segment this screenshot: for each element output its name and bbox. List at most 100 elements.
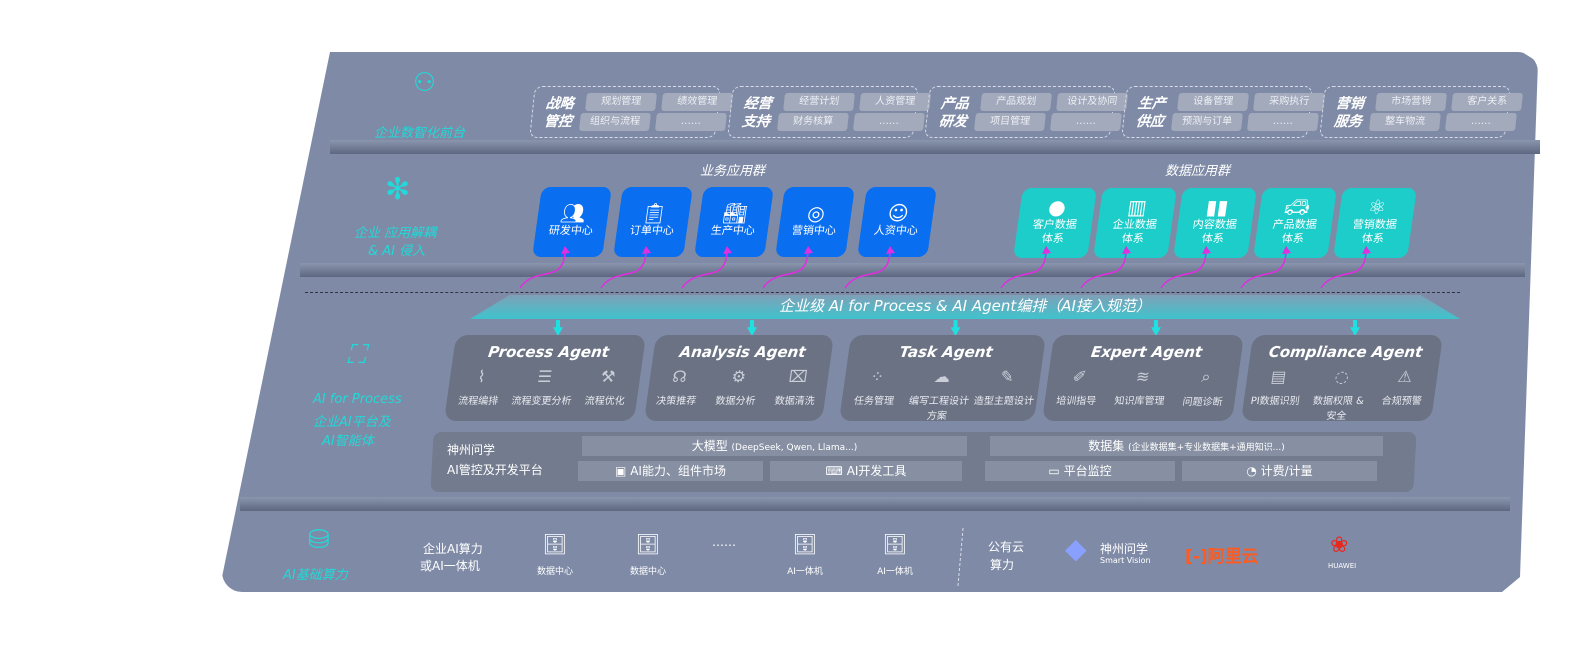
shelf-divider xyxy=(330,140,1540,154)
connector-arrow xyxy=(1160,249,1207,289)
billing-cell[interactable]: ◔ 计费/计量 xyxy=(1182,461,1377,481)
ai-dev-tools-cell[interactable]: ⌨ AI开发工具 xyxy=(770,461,962,481)
id-card-icon: ▤ xyxy=(1269,367,1288,386)
agent-card[interactable]: Expert Agent ✐ 培训指导 ≋ 知识库管理 ⌕ 问题诊断 xyxy=(1041,335,1245,421)
layer3-label: AI智能体 xyxy=(322,434,374,449)
down-arrow-icon xyxy=(553,320,563,336)
layer3-label: AI for Process xyxy=(313,392,402,407)
arrow-head xyxy=(642,246,651,254)
model-note: (DeepSeek, Qwen, Llama...) xyxy=(731,443,858,453)
connector-arrow xyxy=(844,249,891,289)
capability-label: 培训指导 xyxy=(1055,396,1097,407)
agent-capability: ☁ 编写工程设计方案 xyxy=(904,367,976,422)
arrow-head xyxy=(723,246,732,254)
sliders-icon: ☰ xyxy=(536,367,554,386)
server-ai-box-2: 🗄︎ AI一体机 xyxy=(865,532,925,577)
server-label: 数据中心 xyxy=(629,567,666,577)
arrow-head xyxy=(1202,246,1211,254)
layers-icon: ≋ xyxy=(1134,367,1151,386)
agent-card[interactable]: Compliance Agent ▤ PI数据识别 ◌ 数据权限 & 安全 ⚠ 合规预警 xyxy=(1240,335,1444,422)
cell-label: AI开发工具 xyxy=(846,464,907,478)
chart-icon: ⌇ xyxy=(476,367,487,386)
dataset-label: 数据集 xyxy=(1088,439,1125,453)
capability-label: PI数据识别 xyxy=(1249,396,1301,407)
capability-label: 任务管理 xyxy=(853,396,895,407)
connector-arrow xyxy=(1320,249,1367,289)
shield-icon: ◌ xyxy=(1333,367,1351,386)
layer2-label: & AI 侵入 xyxy=(368,244,426,259)
agent-capability: ✐ 培训指导 xyxy=(1044,367,1112,407)
database-icon: ⛁ xyxy=(308,525,330,555)
diagnose-icon: ⌕ xyxy=(1200,367,1212,386)
tools-icon: ⚒ xyxy=(599,367,617,386)
clean-icon: ⌧ xyxy=(787,367,809,386)
connector-arrow xyxy=(519,249,566,289)
agent-capability: ◌ 数据权限 & 安全 xyxy=(1304,367,1374,422)
cell-label: 平台监控 xyxy=(1063,464,1112,478)
down-arrow-icon xyxy=(747,320,757,336)
design-icon: ✎ xyxy=(999,367,1016,386)
face-scan-icon: ⛶ xyxy=(347,340,366,370)
alert-icon: ⚠ xyxy=(1396,367,1414,386)
network-icon: ⁘ xyxy=(869,367,886,386)
server-icon: 🗄︎ xyxy=(882,532,908,556)
down-arrow-icon xyxy=(1151,320,1161,336)
server-ai-box-1: 🗄︎ AI一体机 xyxy=(775,532,835,577)
agent-card[interactable]: Process Agent ⌇ 流程编排 ☰ 流程变更分析 ⚒ 流程优化 xyxy=(443,335,647,421)
connector-arrow xyxy=(762,249,809,289)
aliyun-logo: [-]阿里云 xyxy=(1185,547,1259,567)
business-apps-title: 业务应用群 xyxy=(700,164,766,179)
head-icon: ☊ xyxy=(671,367,689,386)
agent-capability: ⌕ 问题诊断 xyxy=(1170,367,1238,408)
capability-label: 数据权限 & 安全 xyxy=(1312,396,1365,422)
monitoring-cell[interactable]: ▭ 平台监控 xyxy=(985,461,1175,481)
agent-name: Expert Agent xyxy=(1089,343,1204,361)
dataset-note: (企业数据集+专业数据集+通用知识...) xyxy=(1128,443,1285,453)
agent-capability: ⌇ 流程编排 xyxy=(446,367,514,407)
ai-market-cell[interactable]: ▣ AI能力、组件市场 xyxy=(578,461,763,481)
connector-arrow xyxy=(600,249,647,289)
huawei-logo-icon: ❀ xyxy=(1330,533,1349,558)
agent-capability: ⁘ 任务管理 xyxy=(841,367,911,407)
layer3-label: 企业AI平台及 xyxy=(313,415,391,430)
agent-name: Task Agent xyxy=(898,343,994,361)
platform-title: AI管控及开发平台 xyxy=(447,463,543,477)
smart-vision-name: 神州问学 xyxy=(1100,542,1149,556)
server-label: 数据中心 xyxy=(536,567,573,577)
connector-arrow xyxy=(681,249,728,289)
molecule-icon: ✻ xyxy=(385,172,411,207)
agent-capability: ✎ 造型主题设计 xyxy=(971,367,1041,407)
agent-capability: ⌧ 数据清洗 xyxy=(764,367,828,407)
capability-label: 知识库管理 xyxy=(1113,396,1166,407)
gear-icon: ⚙ xyxy=(730,367,748,386)
smart-vision-logo-icon: ◆ xyxy=(1065,532,1087,565)
down-arrow-icon xyxy=(1350,320,1360,336)
agent-name: Analysis Agent xyxy=(678,343,807,361)
model-label: 大模型 xyxy=(691,439,728,453)
huawei-name: HUAWEI xyxy=(1328,562,1357,570)
cloud-title: 算力 xyxy=(990,558,1015,572)
smart-vision-sub: Smart Vision xyxy=(1100,556,1151,565)
training-icon: ✐ xyxy=(1071,367,1088,386)
shelf-divider xyxy=(300,263,1525,277)
server-label: AI一体机 xyxy=(787,567,823,577)
arrow-head xyxy=(886,246,895,254)
server-icon: 🗄︎ xyxy=(542,532,568,556)
agent-capability: ☊ 决策推荐 xyxy=(646,367,710,407)
data-apps-title: 数据应用群 xyxy=(1165,164,1231,179)
orchestration-band: 企业级 AI for Process & AI Agent编排（AI接入规范） xyxy=(470,295,1460,319)
layer4-label: AI基础算力 xyxy=(283,568,348,583)
arrow-head xyxy=(561,246,570,254)
arrow-head xyxy=(1122,246,1131,254)
agent-card[interactable]: Analysis Agent ☊ 决策推荐 ⚙ 数据分析 ⌧ 数据清洗 xyxy=(643,335,835,421)
model-cell: 大模型 (DeepSeek, Qwen, Llama...) xyxy=(582,436,967,456)
server-datacenter-2: 🗄︎ 数据中心 xyxy=(618,532,678,577)
server-datacenter-1: 🗄︎ 数据中心 xyxy=(525,532,585,577)
agent-card[interactable]: Task Agent ⁘ 任务管理 ☁ 编写工程设计方案 ✎ 造型主题设计 xyxy=(838,335,1047,422)
compute-title: 企业AI算力 xyxy=(423,542,483,556)
connector-arrow xyxy=(1080,249,1127,289)
dataset-cell: 数据集 (企业数据集+专业数据集+通用知识...) xyxy=(990,436,1383,456)
down-arrow-icon xyxy=(950,320,961,336)
capability-label: 决策推荐 xyxy=(655,396,697,407)
